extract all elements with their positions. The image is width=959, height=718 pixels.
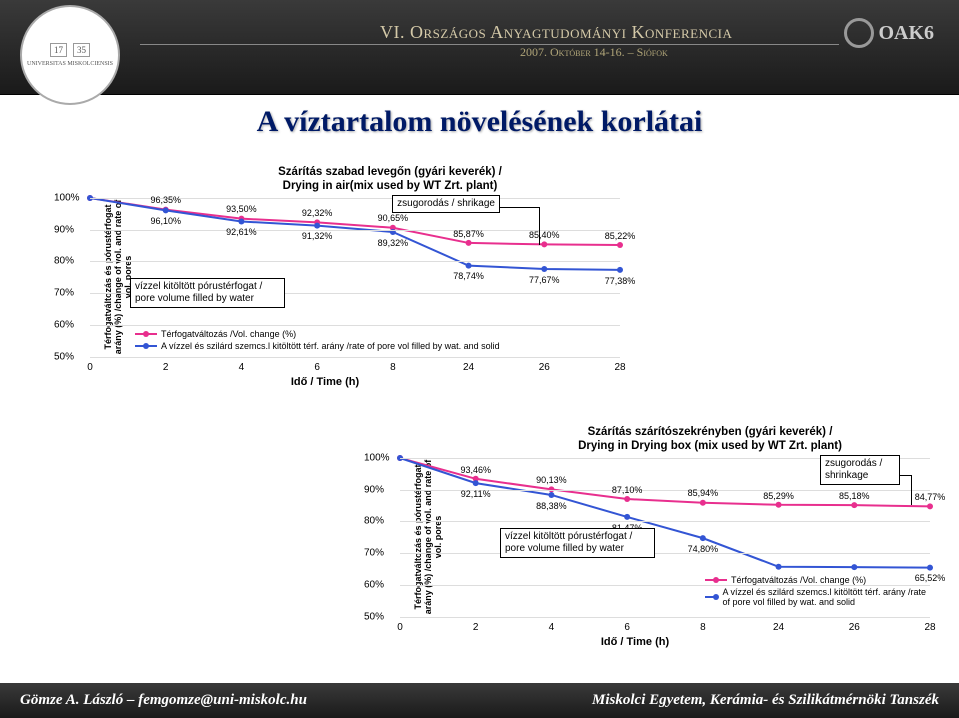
chart2-legend: Térfogatváltozás /Vol. change (%) A vízz…	[705, 575, 930, 609]
conference-subtitle: 2007. Október 14-16. – Siófok	[520, 45, 668, 60]
pore-annotation: vízzel kitöltött pórustérfogat / pore vo…	[130, 278, 285, 308]
chart1-subtitle: Szárítás szabad levegőn (gyári keverék) …	[160, 165, 620, 194]
chart1-plot: Térfogatváltozás és pórustérfogat arány …	[90, 198, 620, 358]
university-seal: 17 35 UNIVERSITAS MISKOLCIENSIS	[20, 5, 120, 105]
chart1-xlabel: Idő / Time (h)	[30, 376, 620, 388]
page-title: A víztartalom növelésének korlátai	[20, 105, 939, 139]
header-bar: 17 35 UNIVERSITAS MISKOLCIENSIS VI. Orsz…	[0, 0, 959, 95]
chart1-legend: Térfogatváltozás /Vol. change (%) A vízz…	[135, 329, 500, 353]
footer-right: Miskolci Egyetem, Kerámia- és Szilikátmé…	[592, 692, 939, 709]
pore-annotation-2: vízzel kitöltött pórustérfogat / pore vo…	[500, 528, 655, 558]
shrinkage-annotation: zsugorodás / shrikage	[392, 195, 500, 213]
footer-left: Gömze A. László – femgomze@uni-miskolc.h…	[20, 692, 307, 709]
chart-air-drying: Szárítás szabad levegőn (gyári keverék) …	[30, 165, 620, 417]
footer-bar: Gömze A. László – femgomze@uni-miskolc.h…	[0, 683, 959, 718]
chart2-subtitle: Szárítás szárítószekrényben (gyári kever…	[490, 425, 930, 454]
chart2-xlabel: Idő / Time (h)	[340, 636, 930, 648]
oak6-logo: OAK6	[844, 18, 934, 48]
chart-drying-box: Szárítás szárítószekrényben (gyári kever…	[340, 425, 930, 671]
conference-title: VI. Országos Anyagtudományi Konferencia	[380, 22, 732, 43]
shrinkage-annotation-2: zsugorodás / shrinkage	[820, 455, 900, 485]
